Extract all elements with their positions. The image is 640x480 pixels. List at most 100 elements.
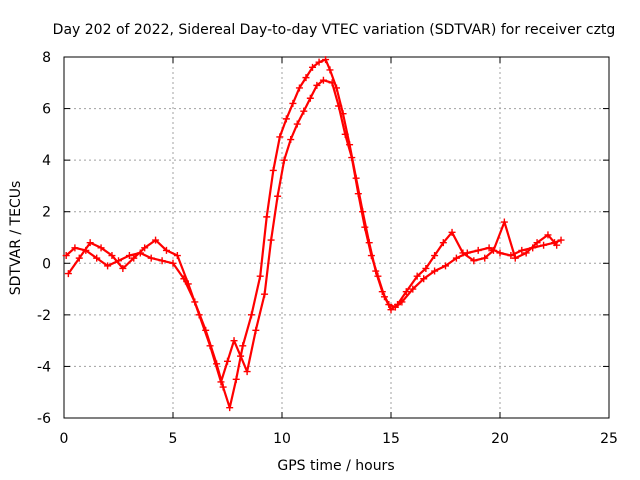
- y-axis-label: SDTVAR / TECUs: [8, 181, 24, 296]
- data-point: [86, 239, 94, 247]
- plot-frame: [63, 56, 610, 419]
- data-point: [485, 244, 493, 252]
- data-point: [75, 254, 83, 262]
- data-point: [511, 254, 519, 262]
- x-tick-label: 0: [60, 431, 69, 447]
- data-point: [374, 272, 382, 280]
- data-point: [287, 136, 295, 144]
- data-point: [387, 306, 395, 314]
- data-point: [256, 272, 264, 280]
- data-point: [226, 404, 234, 412]
- data-point: [448, 228, 456, 236]
- data-point: [169, 259, 177, 267]
- y-tick-label: 8: [42, 50, 51, 66]
- x-tick-label: 20: [491, 431, 509, 447]
- data-point: [195, 311, 203, 319]
- data-point: [452, 254, 460, 262]
- data-point: [518, 246, 526, 254]
- data-point: [326, 66, 334, 74]
- series-satellite-track-b: [64, 76, 561, 386]
- data-point: [409, 285, 417, 293]
- x-tick-label: 15: [382, 431, 400, 447]
- data-point: [269, 166, 277, 174]
- data-point: [158, 257, 166, 265]
- data-point: [104, 262, 112, 270]
- y-tick-label: 6: [42, 102, 51, 118]
- data-point: [533, 239, 541, 247]
- data-point: [119, 264, 127, 272]
- y-tick-label: -4: [37, 359, 51, 375]
- data-point: [341, 130, 349, 138]
- data-point: [306, 94, 314, 102]
- data-point: [62, 252, 70, 260]
- data-point: [217, 378, 225, 386]
- x-tick-labels: 0 5 10 15 20 25: [60, 431, 618, 447]
- data-point: [219, 383, 227, 391]
- data-point: [544, 231, 552, 239]
- data-point: [309, 63, 317, 71]
- chart-title: Day 202 of 2022, Sidereal Day-to-day VTE…: [53, 22, 616, 38]
- data-point: [237, 352, 245, 360]
- data-point: [261, 290, 269, 298]
- data-point: [152, 236, 160, 244]
- y-tick-label: 2: [42, 205, 51, 221]
- data-point: [141, 244, 149, 252]
- y-tick-labels: -6 -4 -2 0 2 4 6 8: [37, 50, 51, 427]
- data-point: [367, 252, 375, 260]
- data-point: [402, 288, 410, 296]
- data-point: [319, 76, 327, 84]
- data-point: [313, 81, 321, 89]
- data-point: [489, 246, 497, 254]
- series-satellite-track-a: [62, 56, 565, 412]
- data-point: [431, 267, 439, 275]
- data-point: [540, 241, 548, 249]
- data-point: [348, 154, 356, 162]
- data-point: [335, 102, 343, 110]
- data-point: [431, 252, 439, 260]
- data-point: [147, 254, 155, 262]
- data-point: [239, 342, 247, 350]
- data-point: [282, 115, 290, 123]
- data-point: [459, 249, 467, 257]
- y-tick-label: -6: [37, 411, 51, 427]
- data-point: [230, 337, 238, 345]
- data-point: [442, 262, 449, 270]
- data-point: [422, 264, 430, 272]
- y-tick-label: 4: [42, 153, 51, 169]
- x-tick-label: 10: [273, 431, 291, 447]
- data-point: [173, 252, 181, 260]
- x-axis-label: GPS time / hours: [277, 458, 394, 474]
- data-point: [354, 190, 362, 198]
- data-point: [243, 368, 251, 376]
- data-point: [496, 249, 504, 257]
- data-point: [125, 252, 133, 260]
- data-series: [62, 56, 565, 412]
- data-point: [263, 213, 271, 221]
- data-point: [557, 236, 565, 244]
- data-point: [328, 79, 336, 87]
- data-point: [130, 254, 138, 262]
- data-point: [93, 254, 101, 262]
- data-point: [322, 56, 330, 64]
- data-point: [289, 99, 297, 107]
- data-point: [481, 254, 489, 262]
- data-point: [553, 241, 561, 249]
- data-point: [224, 357, 231, 365]
- data-point: [108, 252, 116, 260]
- x-tick-label: 25: [600, 431, 618, 447]
- data-point: [97, 244, 105, 252]
- data-point: [295, 84, 303, 92]
- data-point: [413, 272, 421, 280]
- data-point: [252, 326, 260, 334]
- data-point: [439, 239, 447, 247]
- data-point: [64, 270, 72, 278]
- data-point: [162, 246, 170, 254]
- series-line: [67, 79, 558, 383]
- data-point: [274, 192, 282, 200]
- data-point: [300, 107, 308, 115]
- data-point: [394, 301, 402, 309]
- data-point: [247, 311, 255, 319]
- data-point: [276, 133, 284, 141]
- data-point: [522, 249, 530, 257]
